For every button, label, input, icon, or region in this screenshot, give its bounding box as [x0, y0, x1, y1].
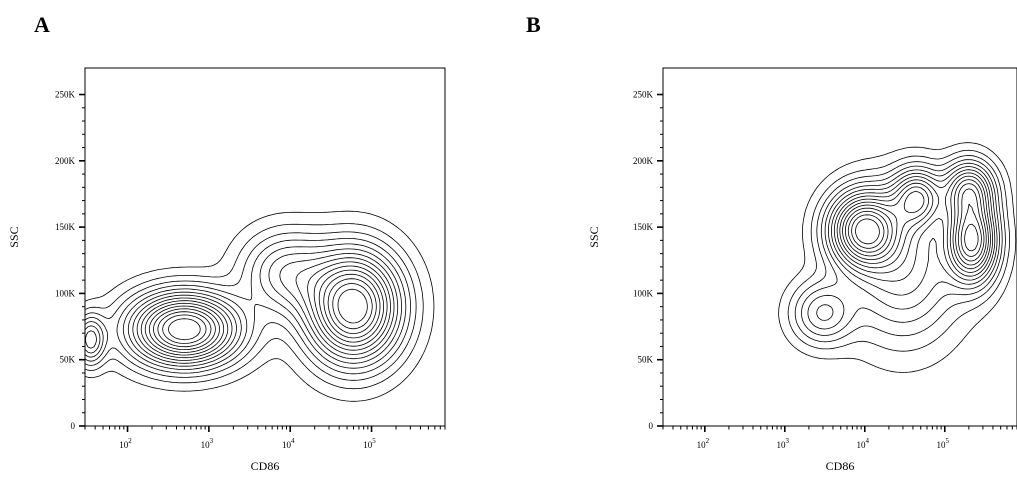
panel-b-contour-level-6: [816, 166, 998, 321]
panel-b-ytick-label-1: 50K: [638, 355, 654, 365]
panel-b-xtick-label-0: 102: [697, 437, 710, 450]
panel-b-contour-level-13: [847, 203, 982, 257]
panel-a-ytick-label-5: 250K: [55, 90, 76, 100]
panel-a-contour-level-10: [144, 265, 388, 356]
panel-b-xtick-label-2: 104: [857, 437, 870, 450]
panel-a-contours: [85, 210, 435, 402]
panel-b-ytick-label-5: 250K: [633, 90, 654, 100]
panel-a-xtick-label-2: 104: [282, 437, 295, 450]
panel-a-contour-level-14: [162, 283, 373, 344]
panel-b-contour-level-8: [833, 172, 993, 277]
panel-b-frame: [662, 67, 1017, 427]
panel-a-xtick-label-3: 105: [363, 437, 376, 450]
panel-b-contour-level-1: [778, 142, 1017, 373]
panel-b-contour-level-2: [787, 149, 1010, 352]
panel-b-ytick-label-3: 150K: [633, 222, 654, 232]
panel-a-contour-level-9: [140, 261, 391, 359]
panel-b-contour-level-14: [851, 214, 979, 252]
panel-b-contour-level-5: [807, 162, 1000, 330]
panel-a-contour-level-8: [136, 257, 395, 361]
panel-b-contour-level-12: [845, 188, 985, 262]
panel-a-plot: 0 50K 100K 150K 200K 250K 102 103 104 105 CD86 SSC: [7, 67, 446, 473]
panel-b-contour-level-3: [794, 155, 1006, 343]
panel-b-ytick-label-2: 100K: [633, 288, 654, 298]
panel-b-label: B: [526, 12, 541, 37]
panel-a-contour-level-7: [85, 253, 399, 364]
panel-a-ytick-label-0: 0: [71, 421, 76, 431]
panel-a-label: A: [34, 12, 50, 37]
panel-a-contour-level-13: [157, 278, 377, 348]
panel-a-frame: [84, 67, 446, 427]
panel-a-ytick-label-2: 100K: [55, 288, 76, 298]
panel-a-contour-level-1: [85, 210, 435, 402]
panel-b-xtick-label-3: 105: [937, 437, 950, 450]
panel-b-plot: 0 50K 100K 150K 200K 250K 102 103 104 105 CD86 SSC: [587, 67, 1017, 473]
panel-b-contour-level-4: [801, 159, 1003, 336]
panel-b-contour-level-11: [842, 183, 987, 266]
panel-b-ytick-label-0: 0: [649, 421, 654, 431]
panel-a-contour-level-15: [168, 288, 368, 341]
panel-a-ylabel: SSC: [7, 226, 21, 247]
panel-b-ylabel: SSC: [587, 226, 601, 247]
panel-a-contour-level-4: [85, 238, 411, 375]
panel-a-ytick-label-3: 150K: [55, 222, 76, 232]
panel-a-contour-level-5: [85, 243, 407, 370]
panel-a-xtick-label-1: 103: [201, 437, 214, 450]
panel-a-xlabel: CD86: [251, 459, 280, 473]
panel-a-ytick-label-4: 200K: [55, 156, 76, 166]
panel-a-ytick-label-1: 50K: [60, 355, 76, 365]
panel-a-contour-level-2: [85, 223, 424, 390]
panel-b-xlabel: CD86: [826, 459, 855, 473]
panel-a-xtick-label-0: 102: [119, 437, 132, 450]
panel-b-contour-level-10: [839, 179, 989, 270]
panel-a-contour-level-11: [148, 269, 384, 353]
panel-b-xtick-label-1: 103: [777, 437, 790, 450]
panel-b-contour-level-15: [855, 218, 880, 245]
panel-b-ytick-label-4: 200K: [633, 156, 654, 166]
panel-b-contours: [778, 142, 1017, 373]
panel-a-contour-level-12: [153, 273, 381, 350]
panel-a-contour-level-6: [85, 248, 402, 367]
panel-a-contour-level-3: [85, 231, 417, 381]
panel-b-contour-level-9: [836, 175, 991, 273]
panel-b-contour-level-7: [831, 169, 996, 282]
